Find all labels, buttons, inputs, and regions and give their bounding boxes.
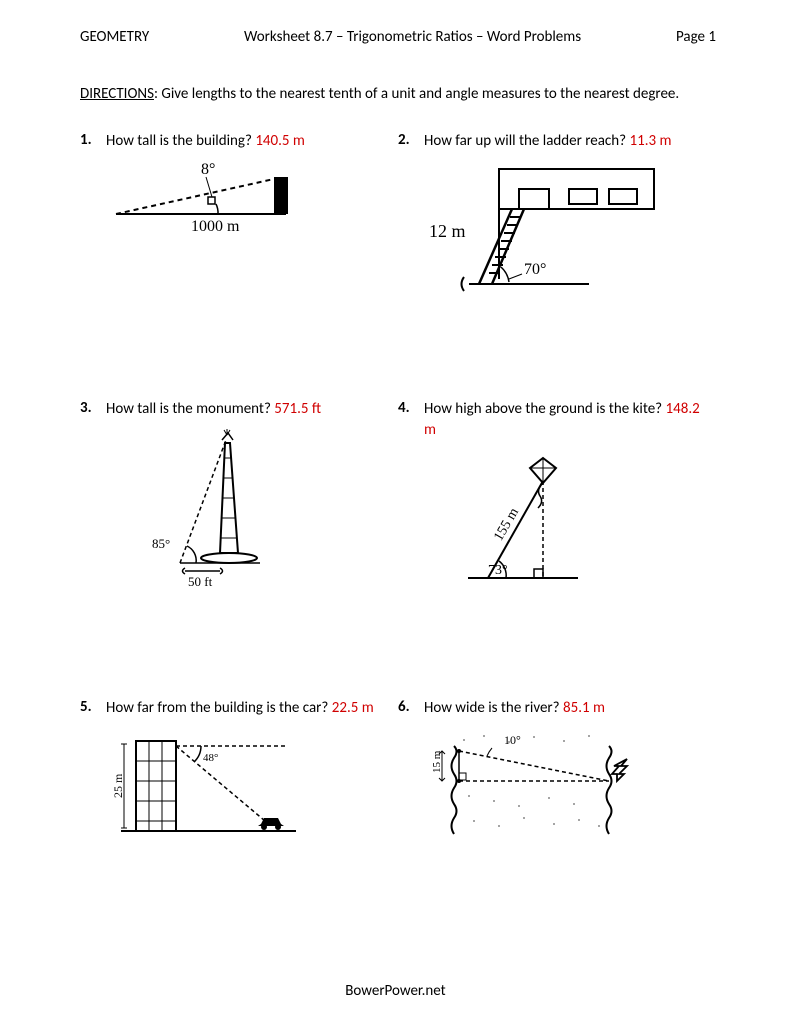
- directions-block: DIRECTIONS: Give lengths to the nearest …: [80, 84, 716, 105]
- problem-number: 1.: [80, 131, 106, 151]
- problem-question: How high above the ground is the kite? 1…: [424, 399, 706, 440]
- height-label: 25 m: [111, 773, 125, 798]
- answer: 85.1 m: [563, 699, 605, 717]
- diagram-ladder: 12 m 70°: [424, 159, 706, 299]
- answer: 22.5 m: [332, 699, 374, 717]
- problem-3: 3. How tall is the monument? 571.5 ft 85…: [80, 399, 398, 598]
- base-label: 1000 m: [191, 218, 240, 234]
- problems-grid: 1. How tall is the building? 140.5 m 8° …: [80, 131, 716, 866]
- problem-6: 6. How wide is the river? 85.1 m: [398, 698, 716, 846]
- angle-label: 73°: [488, 563, 508, 578]
- problem-number: 3.: [80, 399, 106, 419]
- problem-2: 2. How far up will the ladder reach? 11.…: [398, 131, 716, 299]
- answer: 11.3 m: [629, 132, 671, 150]
- problem-4: 4. How high above the ground is the kite…: [398, 399, 716, 598]
- problem-number: 5.: [80, 698, 106, 718]
- subject-label: GEOMETRY: [80, 28, 149, 46]
- diagram-building: 8° 1000 m: [106, 159, 388, 234]
- side-label: 15 m: [431, 750, 443, 773]
- answer: 140.5 m: [255, 132, 305, 150]
- directions-text: : Give lengths to the nearest tenth of a…: [154, 85, 679, 103]
- angle-label: 85°: [152, 536, 170, 551]
- angle-label: 8°: [201, 161, 215, 178]
- diagram-building-car: 48° 25 m: [106, 726, 388, 846]
- problem-number: 4.: [398, 399, 424, 440]
- problem-question: How tall is the building? 140.5 m: [106, 131, 305, 151]
- answer: 571.5 ft: [274, 400, 321, 418]
- footer: BowerPower.net: [0, 982, 791, 1000]
- worksheet-title: Worksheet 8.7 – Trigonometric Ratios – W…: [244, 28, 581, 46]
- problem-number: 6.: [398, 698, 424, 718]
- hyp-label: 12 m: [429, 221, 466, 241]
- diagram-river: 10° 15 m: [424, 726, 706, 841]
- problem-5: 5. How far from the building is the car?…: [80, 698, 398, 846]
- problem-question: How far from the building is the car? 22…: [106, 698, 374, 718]
- problem-number: 2.: [398, 131, 424, 151]
- problem-question: How wide is the river? 85.1 m: [424, 698, 605, 718]
- base-label: 50 ft: [188, 574, 213, 588]
- angle-label: 48°: [203, 752, 218, 764]
- problem-question: How far up will the ladder reach? 11.3 m: [424, 131, 671, 151]
- diagram-kite: 155 m 73°: [448, 448, 706, 598]
- page-number: Page 1: [676, 28, 716, 46]
- problem-question: How tall is the monument? 571.5 ft: [106, 399, 321, 419]
- directions-label: DIRECTIONS: [80, 85, 154, 103]
- problem-1: 1. How tall is the building? 140.5 m 8° …: [80, 131, 398, 299]
- worksheet-header: GEOMETRY Worksheet 8.7 – Trigonometric R…: [80, 28, 716, 46]
- diagram-monument: 85° 50 ft: [150, 428, 388, 588]
- angle-label: 10°: [504, 733, 521, 747]
- angle-label: 70°: [524, 261, 546, 278]
